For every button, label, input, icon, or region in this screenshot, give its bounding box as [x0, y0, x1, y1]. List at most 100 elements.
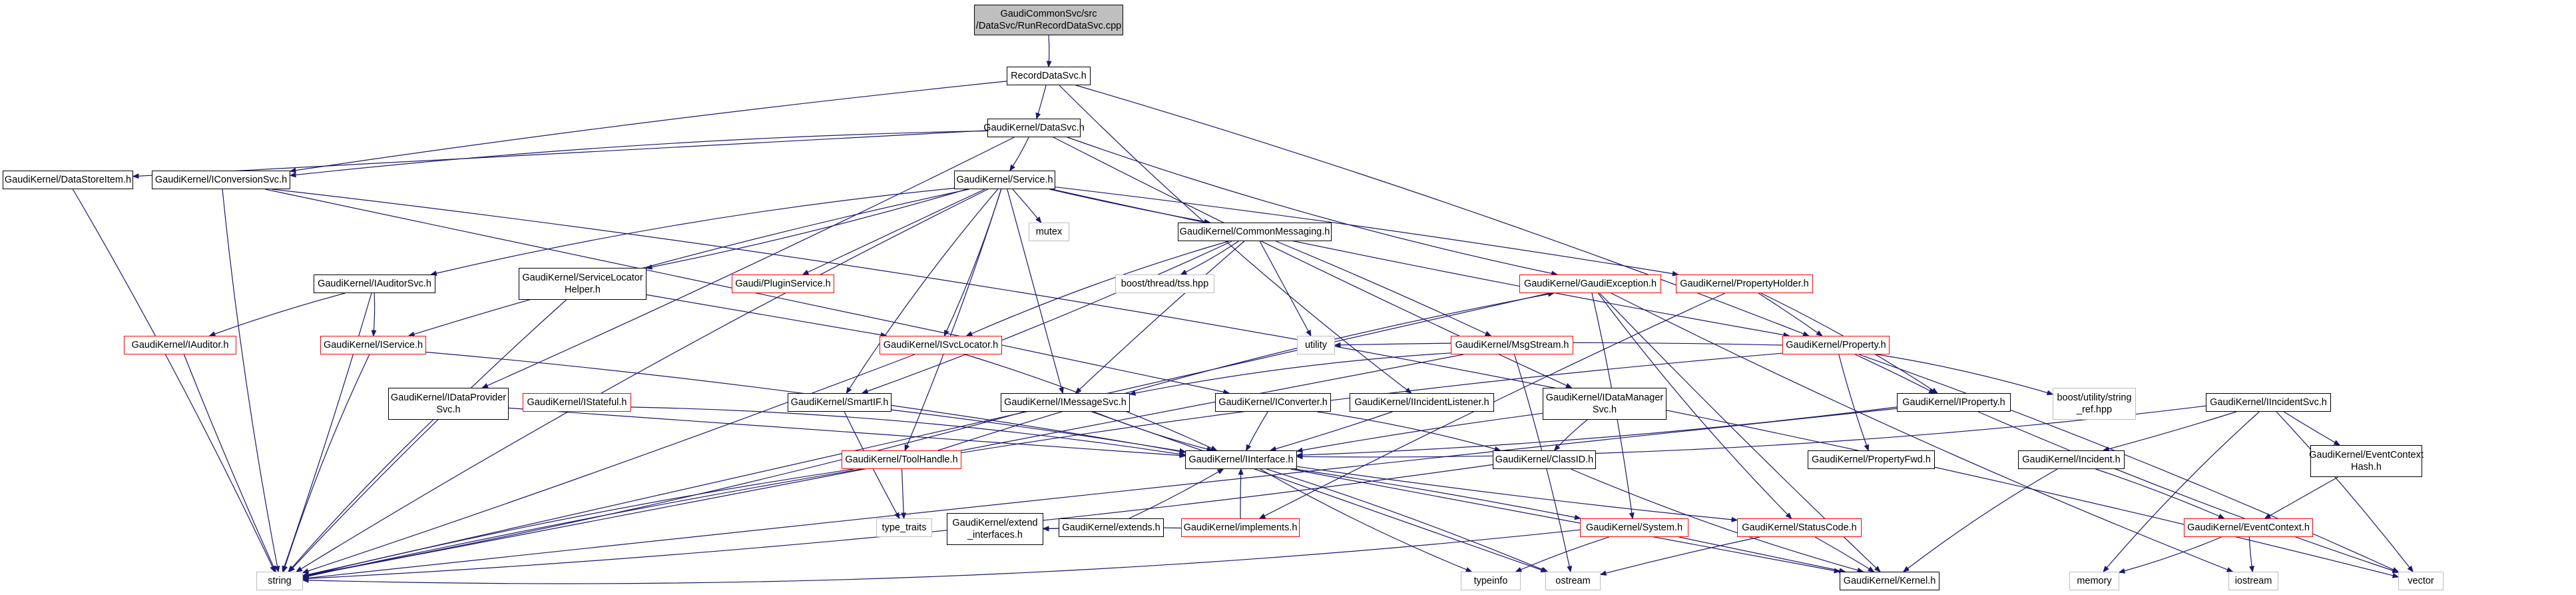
graph-node-label: GaudiKernel/ServiceLocator Helper.h [522, 272, 643, 295]
edge-gaudiexception-to-iostream [1611, 293, 2234, 572]
graph-node-label: utility [1304, 339, 1328, 350]
graph-node-memory[interactable]: memory [2069, 572, 2119, 590]
graph-node-propertyholder[interactable]: GaudiKernel/PropertyHolder.h [1676, 275, 1813, 293]
graph-node-vector[interactable]: vector [2398, 572, 2444, 590]
graph-node-label: GaudiCommonSvc/src /DataSvc/RunRecordDat… [975, 8, 1122, 31]
edge-service-to-toolhandle [904, 189, 1002, 452]
graph-node-eventcontext[interactable]: GaudiKernel/EventContext.h [2184, 518, 2313, 537]
graph-node-iconverter[interactable]: GaudiKernel/IConverter.h [1215, 393, 1331, 412]
graph-node-msgstream[interactable]: GaudiKernel/MsgStream.h [1451, 336, 1573, 354]
graph-node-label: mutex [1035, 226, 1063, 237]
graph-node-label: GaudiKernel/SmartIF.h [790, 396, 889, 408]
graph-node-pluginservice[interactable]: Gaudi/PluginService.h [732, 275, 834, 293]
edge-iincidentsvc-to-memory [2103, 411, 2260, 573]
graph-node-label: GaudiKernel/EventContext Hash.h [2309, 449, 2424, 472]
graph-node-eventcontexthash[interactable]: GaudiKernel/EventContext Hash.h [2309, 445, 2424, 477]
graph-node-iauditor[interactable]: GaudiKernel/IAuditor.h [124, 336, 236, 354]
graph-node-datastoreitem[interactable]: GaudiKernel/DataStoreItem.h [3, 171, 133, 189]
edge-service-to-iauditorsvc [429, 187, 955, 276]
edge-property-to-propertyfwd [1838, 354, 1870, 452]
edge-servicelocatorhelper-to-isvclocator [646, 294, 888, 338]
graph-node-extendinterfaces[interactable]: GaudiKernel/extend _interfaces.h [947, 513, 1043, 545]
edge-msgstream-to-imessagesvc [1129, 352, 1451, 396]
edge-iservice-to-string [282, 354, 370, 573]
edge-service-to-commonmessaging [1049, 189, 1211, 225]
graph-node-iinterface[interactable]: GaudiKernel/IInterface.h [1185, 450, 1297, 469]
edge-system-to-typeinfo [1515, 536, 1609, 572]
edge-iinterface-to-typeinfo [1260, 468, 1473, 572]
graph-node-label: GaudiKernel/DataSvc.h [983, 122, 1085, 133]
graph-node-incident[interactable]: GaudiKernel/Incident.h [2018, 450, 2125, 469]
graph-node-label: GaudiKernel/ToolHandle.h [845, 454, 958, 465]
graph-node-iincidentlistener[interactable]: GaudiKernel/IIncidentListener.h [1350, 393, 1494, 412]
graph-node-iincidentsvc[interactable]: GaudiKernel/IIncidentSvc.h [2206, 393, 2331, 412]
graph-node-stringref[interactable]: boost/utility/string _ref.hpp [2053, 388, 2136, 420]
edge-service-to-iservice [407, 189, 969, 337]
graph-node-label: vector [2408, 575, 2434, 586]
graph-node-istateful[interactable]: GaudiKernel/IStateful.h [523, 393, 631, 412]
graph-node-mutex[interactable]: mutex [1029, 223, 1069, 241]
graph-node-commonmessaging[interactable]: GaudiKernel/CommonMessaging.h [1178, 223, 1332, 241]
edge-service-to-mutex [1012, 189, 1042, 224]
graph-node-label: GaudiKernel/extend _interfaces.h [952, 517, 1038, 540]
graph-node-label: GaudiKernel/Property.h [1786, 339, 1886, 350]
graph-node-servicelocatorhelper[interactable]: GaudiKernel/ServiceLocator Helper.h [519, 268, 646, 300]
edge-recorddatasvc-to-datasvc [1035, 85, 1047, 120]
graph-node-recorddatasvc[interactable]: RecordDataSvc.h [1007, 67, 1091, 85]
graph-node-label: GaudiKernel/ISvcLocator.h [883, 339, 999, 350]
graph-node-property[interactable]: GaudiKernel/Property.h [1782, 336, 1890, 354]
graph-node-typetraits[interactable]: type_traits [876, 518, 932, 537]
edge-iauditor-to-string [183, 354, 276, 573]
edge-gaudiexception-to-string [302, 293, 1549, 578]
edge-datasvc-to-datastoreitem [132, 130, 988, 179]
edge-toolhandle-to-string [302, 468, 854, 578]
edge-property-to-iproperty [1855, 354, 1936, 394]
graph-node-service[interactable]: GaudiKernel/Service.h [954, 171, 1055, 189]
graph-node-ostream[interactable]: ostream [1545, 572, 1601, 590]
edge-property-to-vector [1859, 354, 2400, 572]
graph-node-iauditorsvc[interactable]: GaudiKernel/IAuditorSvc.h [314, 275, 435, 293]
graph-node-implements[interactable]: GaudiKernel/implements.h [1181, 518, 1300, 537]
graph-node-system[interactable]: GaudiKernel/System.h [1580, 518, 1688, 537]
graph-node-isvclocator[interactable]: GaudiKernel/ISvcLocator.h [880, 336, 1002, 354]
graph-node-extends[interactable]: GaudiKernel/extends.h [1059, 518, 1164, 537]
graph-node-propertyfwd[interactable]: GaudiKernel/PropertyFwd.h [1808, 450, 1935, 469]
graph-node-typeinfo[interactable]: typeinfo [1461, 572, 1521, 590]
graph-node-iconversionsvc[interactable]: GaudiKernel/IConversionSvc.h [152, 171, 290, 189]
graph-node-classid[interactable]: GaudiKernel/ClassID.h [1493, 450, 1596, 469]
edge-datasvc-to-gaudiexception [1067, 137, 1558, 277]
graph-node-statuscode[interactable]: GaudiKernel/StatusCode.h [1737, 518, 1862, 537]
graph-node-imessagesvc[interactable]: GaudiKernel/IMessageSvc.h [1001, 393, 1130, 412]
edge-recorddatasvc-to-property [1075, 85, 1810, 336]
graph-node-toolhandle[interactable]: GaudiKernel/ToolHandle.h [842, 450, 961, 469]
graph-node-smartif[interactable]: GaudiKernel/SmartIF.h [788, 393, 892, 412]
graph-node-iproperty[interactable]: GaudiKernel/IProperty.h [1897, 393, 2011, 412]
graph-node-idatamanagersvc[interactable]: GaudiKernel/IDataManager Svc.h [1543, 388, 1667, 420]
edge-recorddatasvc-to-iincidentlistener [1059, 85, 1412, 394]
edge-iproperty-to-vector [1977, 411, 2400, 574]
edge-propertyholder-to-property [1758, 293, 1823, 336]
edge-iincidentsvc-to-iinterface [1296, 405, 2206, 460]
graph-node-datasvc[interactable]: GaudiKernel/DataSvc.h [983, 119, 1085, 137]
edge-iincidentsvc-to-incident [2102, 411, 2236, 452]
graph-node-label: GaudiKernel/MsgStream.h [1455, 339, 1569, 350]
graph-node-utility[interactable]: utility [1297, 336, 1335, 354]
graph-node-string[interactable]: string [256, 572, 303, 590]
edge-commonmessaging-to-msgstream [1276, 241, 1492, 336]
graph-node-iservice[interactable]: GaudiKernel/IService.h [320, 336, 426, 354]
graph-node-label: RecordDataSvc.h [1011, 70, 1087, 81]
edge-imessagesvc-to-ostream [1091, 411, 1548, 572]
edge-commonmessaging-to-isvclocator [965, 241, 1229, 336]
graph-node-kernel[interactable]: GaudiKernel/Kernel.h [1840, 572, 1939, 590]
edge-service-to-string [296, 189, 988, 572]
graph-node-label: GaudiKernel/IAuditorSvc.h [318, 278, 431, 289]
graph-node-iostream[interactable]: iostream [2228, 572, 2278, 590]
graph-node-label: GaudiKernel/IIncidentListener.h [1354, 396, 1489, 408]
edge-commonmessaging-to-tss [1180, 241, 1239, 275]
graph-node-idataprovidersvc[interactable]: GaudiKernel/IDataProvider Svc.h [388, 388, 509, 420]
graph-node-label: GaudiKernel/IIncidentSvc.h [2210, 396, 2327, 408]
graph-node-label: GaudiKernel/IConversionSvc.h [154, 174, 288, 185]
graph-node-gaudiexception[interactable]: GaudiKernel/GaudiException.h [1519, 275, 1661, 293]
graph-node-tss[interactable]: boost/thread/tss.hpp [1115, 275, 1214, 293]
graph-node-label: GaudiKernel/DataStoreItem.h [4, 174, 132, 185]
